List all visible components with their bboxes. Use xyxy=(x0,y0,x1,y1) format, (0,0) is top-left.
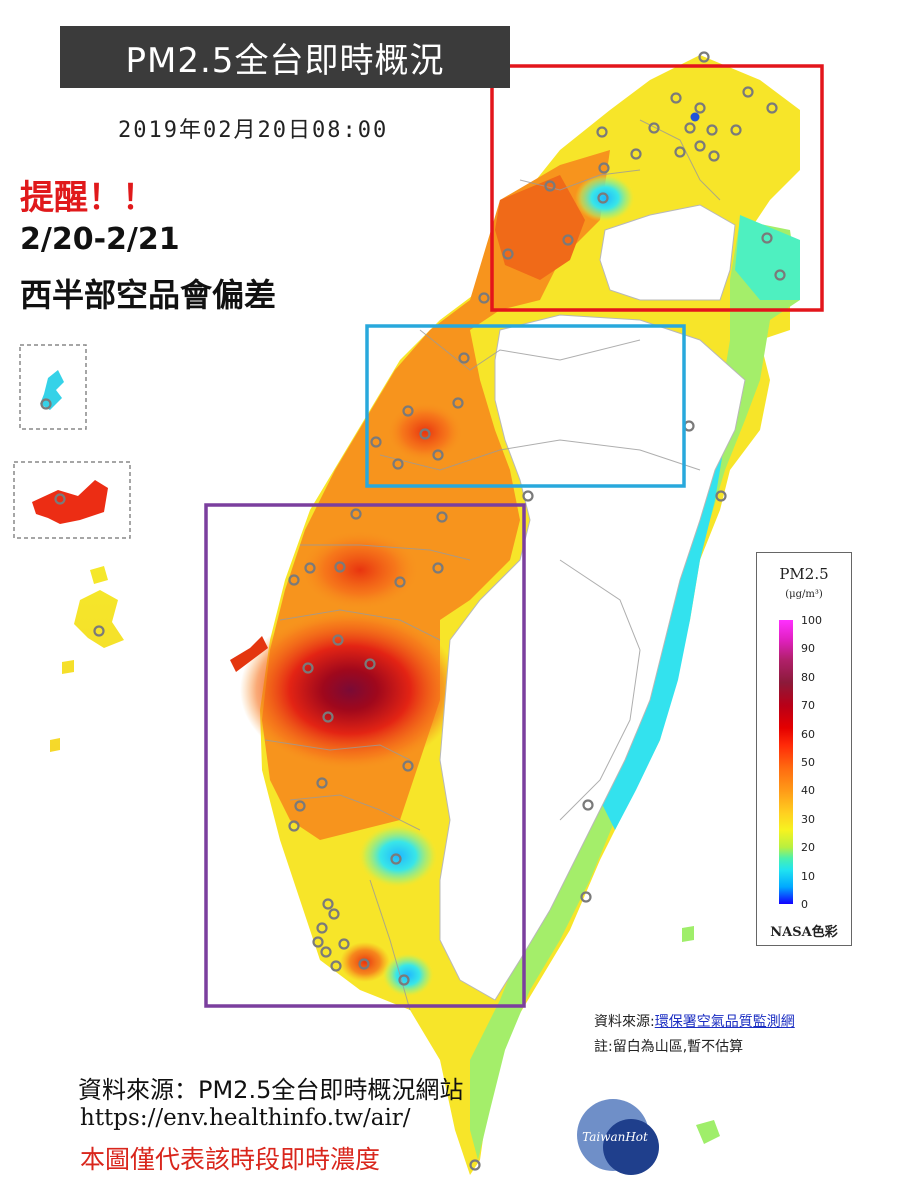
pingtung-hotspot xyxy=(340,942,390,982)
data-source-right: 資料來源:環保署空氣品質監測網 xyxy=(594,1011,795,1031)
reminder-title: 提醒！！ xyxy=(20,178,156,218)
taichung-hotspot xyxy=(387,402,463,462)
green-island xyxy=(682,926,694,942)
legend-tick: 10 xyxy=(801,869,815,883)
legend-color-bar xyxy=(779,620,793,904)
legend-tick: 100 xyxy=(801,614,822,627)
north-west-red xyxy=(495,175,585,280)
pingtung-clean xyxy=(382,953,434,997)
taiwanhot-watermark: TaiwanHot xyxy=(577,1099,659,1175)
pm25-legend: PM2.5 (μg/m³) 100 90 80 70 60 50 40 30 20 10 0 NAS… xyxy=(756,552,852,946)
legend-tick: 70 xyxy=(801,699,815,713)
reminder-message: 西半部空品會偏差 xyxy=(20,276,277,314)
penghu-strip xyxy=(230,636,268,672)
data-source-link[interactable]: 環保署空氣品質監測網 xyxy=(654,1014,795,1030)
chiayi-hotspot xyxy=(240,610,460,770)
matsu-islands xyxy=(40,370,64,410)
blank-area-note: 註:留白為山區,暫不估算 xyxy=(594,1039,744,1055)
mountain-north xyxy=(599,204,736,301)
legend-tick: 0 xyxy=(801,898,808,911)
yunlin-hotspot xyxy=(300,530,420,610)
reminder-dates: 2/20-2/21 xyxy=(20,222,180,257)
monitoring-stations xyxy=(40,51,786,1171)
legend-tick: 50 xyxy=(801,756,815,769)
watermark-text: TaiwanHot xyxy=(582,1130,648,1144)
legend-title: PM2.5 xyxy=(779,565,829,583)
matsu-inset-frame xyxy=(19,344,87,430)
source-url[interactable]: https://env.healthinfo.tw/air/ xyxy=(80,1105,411,1131)
legend-footer: NASA色彩 xyxy=(770,925,838,940)
station-blue xyxy=(690,112,700,122)
legend-tick: 90 xyxy=(801,642,815,656)
kinmen-inset-frame xyxy=(13,461,131,539)
central-region-box xyxy=(365,324,686,488)
legend-tick: 80 xyxy=(801,670,815,684)
legend-tick: 30 xyxy=(801,812,815,826)
legend-tick: 60 xyxy=(801,727,815,741)
disclaimer: 本圖僅代表該時段即時濃度 xyxy=(80,1145,381,1174)
kinmen-islands xyxy=(32,480,108,524)
data-source-prefix: 資料來源: xyxy=(594,1014,655,1030)
taoyuan-clean xyxy=(575,174,635,222)
county-borders xyxy=(264,119,721,1011)
penghu-islands xyxy=(50,566,124,752)
legend-unit: (μg/m³) xyxy=(785,589,823,600)
map-title: PM2.5全台即時概況 xyxy=(60,26,510,88)
legend-tick: 20 xyxy=(801,841,815,855)
legend-tick: 40 xyxy=(801,784,815,798)
data-source-bottom: 資料來源：PM2.5全台即時概況網站 xyxy=(78,1076,464,1104)
southwest-region-box xyxy=(204,503,526,1008)
map-timestamp: 2019年02月20日08:00 xyxy=(118,118,389,143)
northern-region-box xyxy=(490,64,824,312)
orchid-island xyxy=(696,1120,720,1144)
